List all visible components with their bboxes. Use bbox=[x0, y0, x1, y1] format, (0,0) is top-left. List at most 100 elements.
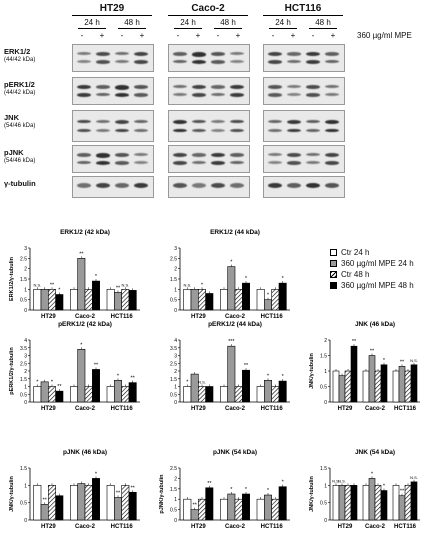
x-tick-label: Caco-2 bbox=[365, 406, 386, 412]
blot-band bbox=[134, 183, 148, 188]
significance-label: * bbox=[58, 288, 61, 294]
blot-band bbox=[134, 52, 148, 57]
y-tick-label: 0 bbox=[24, 518, 27, 524]
significance-label: * bbox=[201, 282, 204, 288]
y-tick-label: 1 bbox=[324, 369, 327, 375]
chart-title: pERK1/2 (44 kDa) bbox=[208, 321, 262, 328]
significance-label: ** bbox=[244, 363, 249, 369]
bar bbox=[332, 485, 340, 521]
protein-label: pERK1/2 (44/42 kDa) bbox=[4, 81, 64, 97]
x-tick-label: HCT116 bbox=[261, 524, 284, 530]
blot-band bbox=[173, 161, 187, 165]
protein-kda: (54/46 kDa) bbox=[4, 123, 36, 129]
y-tick-label: 0.5 bbox=[320, 385, 327, 391]
blot-band bbox=[230, 93, 244, 97]
bar bbox=[220, 386, 228, 403]
bar bbox=[84, 485, 93, 521]
blot-band bbox=[268, 128, 282, 132]
chart-title: pJNK (54 kDa) bbox=[213, 449, 257, 456]
y-tick-label: 1.5 bbox=[170, 277, 177, 283]
y-tick-label: 1.5 bbox=[20, 277, 27, 283]
bar bbox=[392, 370, 400, 403]
blot-band bbox=[115, 52, 129, 56]
x-tick-label: Caco-2 bbox=[225, 314, 246, 320]
bar bbox=[48, 386, 56, 403]
y-tick-label: 1 bbox=[174, 497, 177, 503]
significance-label: * bbox=[186, 380, 189, 386]
bar bbox=[183, 498, 192, 521]
bar bbox=[271, 498, 280, 521]
y-tick-label: 0 bbox=[174, 308, 177, 314]
blot-band bbox=[77, 153, 91, 157]
y-tick-label: 1.5 bbox=[320, 354, 327, 360]
blot-band bbox=[77, 52, 91, 56]
blot-panel bbox=[168, 110, 250, 142]
blot-band bbox=[96, 93, 110, 97]
significance-label: ** bbox=[79, 251, 84, 257]
blot-band bbox=[306, 128, 320, 132]
y-tick-label: 0.5 bbox=[20, 392, 27, 398]
treatment-sign: - bbox=[216, 31, 220, 40]
y-axis-label: ERK1/2/γ-tubulin bbox=[9, 256, 15, 301]
bar bbox=[40, 289, 49, 311]
bar bbox=[278, 282, 287, 311]
y-tick-label: 4 bbox=[174, 338, 177, 344]
y-tick-label: 0.5 bbox=[20, 298, 27, 304]
y-tick-label: 2.5 bbox=[170, 466, 177, 472]
x-tick-label: HT29 bbox=[41, 524, 56, 530]
y-tick-label: 3 bbox=[174, 246, 177, 252]
bar bbox=[410, 481, 418, 521]
x-tick-label: HCT116 bbox=[394, 406, 417, 412]
blot-band bbox=[230, 119, 244, 124]
blot-band bbox=[173, 128, 187, 133]
bar bbox=[398, 495, 406, 521]
blot-band bbox=[211, 119, 225, 123]
bar bbox=[338, 485, 346, 521]
y-tick-label: 2.5 bbox=[170, 256, 177, 262]
y-axis-label: pERK1/2/γ-tubulin bbox=[9, 347, 15, 395]
blot-band bbox=[306, 93, 320, 97]
bar bbox=[362, 370, 370, 403]
protein-label: JNK (54/46 kDa) bbox=[4, 114, 64, 130]
blot-band bbox=[173, 119, 187, 124]
y-tick-label: 2 bbox=[174, 267, 177, 273]
significance-label: * bbox=[80, 342, 83, 348]
time-underline bbox=[118, 28, 146, 29]
blot-band bbox=[77, 183, 91, 188]
blot-band bbox=[306, 183, 320, 188]
y-tick-label: 0.5 bbox=[170, 298, 177, 304]
bar bbox=[33, 485, 42, 521]
blot-band bbox=[287, 128, 301, 133]
y-tick-label: 2.5 bbox=[170, 361, 177, 367]
bar bbox=[332, 370, 340, 403]
blot-band bbox=[192, 153, 206, 157]
blot-band bbox=[96, 153, 110, 158]
cell-line-header-ht29: HT29 bbox=[99, 3, 125, 14]
blot-panel bbox=[168, 176, 250, 198]
significance-label: N.S. bbox=[410, 358, 418, 363]
bar bbox=[33, 386, 42, 403]
legend-label: 360 µg/ml MPE 48 h bbox=[341, 281, 414, 290]
y-tick-label: 1.5 bbox=[320, 466, 327, 472]
blot-band bbox=[230, 52, 244, 56]
blot-band bbox=[325, 128, 339, 133]
bar bbox=[183, 386, 192, 403]
blot-panel bbox=[72, 110, 154, 142]
bar bbox=[40, 381, 49, 403]
blot-band bbox=[325, 153, 339, 158]
y-tick-label: 1 bbox=[174, 287, 177, 293]
blot-band bbox=[134, 119, 148, 123]
bar bbox=[114, 379, 122, 403]
bar bbox=[271, 386, 280, 403]
blot-band bbox=[192, 60, 206, 64]
protein-kda: (44/42 kDa) bbox=[4, 90, 36, 96]
y-tick-label: 1 bbox=[174, 385, 177, 391]
protein-label: ERK1/2 (44/42 kDa) bbox=[4, 48, 64, 64]
y-axis-label: JNK/γ-tubulin bbox=[9, 475, 15, 511]
blot-band bbox=[211, 85, 225, 89]
bar bbox=[374, 485, 382, 521]
x-tick-label: HCT116 bbox=[261, 314, 284, 320]
blot-band bbox=[96, 128, 110, 132]
y-tick-label: 1 bbox=[24, 385, 27, 391]
bar bbox=[242, 282, 250, 311]
